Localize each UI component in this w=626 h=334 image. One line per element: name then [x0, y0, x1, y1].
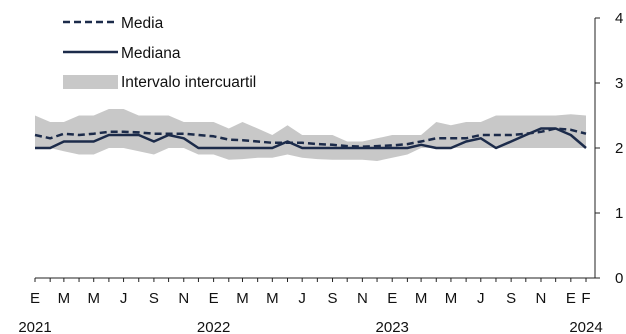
y-tick-label: 2	[615, 140, 623, 157]
x-tick-label: N	[536, 290, 547, 307]
y-tick-label: 4	[615, 10, 623, 27]
x-year-label: 2024	[569, 319, 602, 334]
x-year-label: 2022	[197, 319, 230, 334]
x-tick-label: M	[445, 290, 458, 307]
x-tick-label: J	[120, 290, 128, 307]
x-tick-label: N	[178, 290, 189, 307]
legend-label-iqr: Intervalo intercuartil	[121, 74, 256, 91]
x-tick-label: M	[236, 290, 249, 307]
x-tick-label: J	[477, 290, 485, 307]
x-tick-label: F	[581, 290, 590, 307]
series-line-mediana	[35, 127, 587, 150]
y-tick-label: 1	[615, 205, 623, 222]
x-tick-label: E	[30, 290, 40, 307]
series-lines-layer	[34, 127, 587, 150]
x-tick-label: M	[58, 290, 71, 307]
x-tick-label: S	[506, 290, 516, 307]
legend-swatch-iqr	[63, 75, 118, 89]
x-tick-label: E	[387, 290, 397, 307]
x-tick-label: E	[209, 290, 219, 307]
x-tick-label: M	[415, 290, 428, 307]
series-line-media	[34, 127, 587, 148]
legend-label-media: Media	[121, 15, 164, 32]
y-tick-label: 3	[615, 75, 623, 92]
x-tick-label: M	[87, 290, 100, 307]
x-tick-label: N	[357, 290, 368, 307]
x-tick-label: J	[298, 290, 306, 307]
x-tick-label: M	[266, 290, 279, 307]
y-tick-label: 0	[615, 270, 623, 287]
legend-label-mediana: Mediana	[121, 45, 181, 62]
legend: Media Mediana Intervalo intercuartil	[63, 15, 256, 91]
x-year-label: 2023	[376, 319, 409, 334]
x-tick-label: S	[149, 290, 159, 307]
x-year-label: 2021	[18, 319, 51, 334]
x-tick-label: S	[328, 290, 338, 307]
x-tick-label: E	[566, 290, 576, 307]
